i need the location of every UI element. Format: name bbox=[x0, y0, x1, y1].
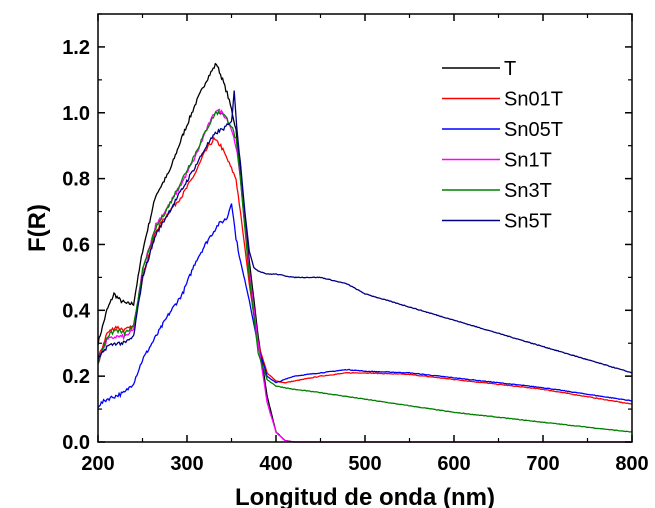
legend: T Sn01T Sn05T Sn1T Sn3T Sn5T bbox=[442, 58, 563, 233]
series-line-Sn3T bbox=[97, 109, 633, 433]
y-tick-label: 1.0 bbox=[62, 103, 90, 125]
legend-label-Sn05T: Sn05T bbox=[504, 119, 563, 141]
series-line-Sn5T bbox=[97, 90, 633, 374]
x-tick-label: 800 bbox=[615, 453, 648, 475]
y-tick-label: 0.8 bbox=[62, 169, 90, 191]
x-tick-label: 300 bbox=[170, 453, 203, 475]
legend-label-Sn01T: Sn01T bbox=[504, 89, 563, 111]
series-line-Sn1T bbox=[97, 108, 632, 443]
y-tick-label: 0.6 bbox=[62, 234, 90, 256]
y-tick-label: 0.4 bbox=[62, 300, 91, 322]
plot-frame bbox=[97, 13, 633, 443]
y-tick-label: 1.2 bbox=[62, 37, 90, 59]
x-tick-label: 200 bbox=[81, 453, 114, 475]
ticks-layer: 200 300 400 500 600 700 800 0.0 0.2 0.4 0.6 0.8 1.0 1… bbox=[62, 13, 649, 475]
y-tick-label: 0.0 bbox=[62, 432, 90, 454]
series-line-Sn05T bbox=[97, 203, 632, 408]
y-axis-title: F(R) bbox=[24, 204, 51, 252]
x-tick-label: 500 bbox=[348, 453, 381, 475]
series-line-Sn01T bbox=[97, 136, 633, 405]
y-tick-label: 0.2 bbox=[62, 366, 90, 388]
x-tick-label: 600 bbox=[437, 453, 470, 475]
legend-label-Sn3T: Sn3T bbox=[504, 180, 552, 202]
legend-label-Sn1T: Sn1T bbox=[504, 150, 552, 172]
legend-label-T: T bbox=[504, 58, 516, 80]
x-axis-title: Longitud de onda (nm) bbox=[235, 484, 495, 508]
x-tick-label: 700 bbox=[526, 453, 559, 475]
legend-label-Sn5T: Sn5T bbox=[504, 211, 552, 233]
x-tick-label: 400 bbox=[259, 453, 292, 475]
